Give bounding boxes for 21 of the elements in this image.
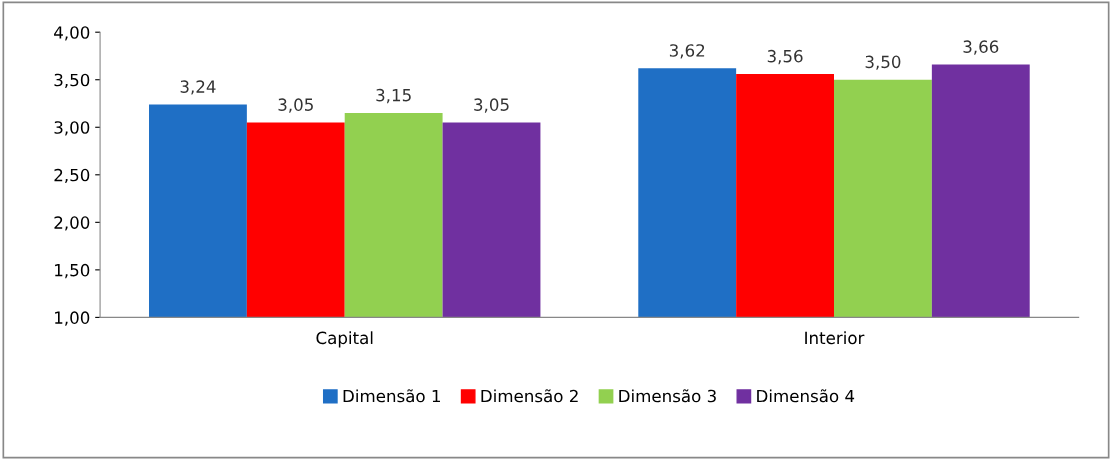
y-tick-label: 4,00	[54, 26, 90, 41]
y-tick-label: 2,50	[54, 168, 90, 184]
data-label: 3,66	[963, 40, 999, 55]
data-label: 3,56	[767, 49, 803, 65]
y-tick-label: 3,50	[54, 73, 90, 88]
y-tick-label: 1,00	[55, 311, 90, 326]
data-label: 3,62	[669, 44, 705, 59]
y-tick-label: 3,00	[54, 121, 90, 136]
legend-label: Dimensão 2	[481, 389, 578, 403]
y-tick-label: 2,00	[54, 216, 90, 231]
data-label: 3,05	[278, 98, 313, 113]
data-label: 3,15	[376, 88, 411, 104]
data-label: 3,50	[865, 55, 901, 70]
x-tick-label: Capital	[316, 331, 373, 348]
data-label: 3,24	[180, 80, 216, 95]
legend-label: Dimensão 3	[619, 389, 716, 403]
y-tick-label: 1,50	[55, 263, 90, 279]
legend-label: Dimensão 4	[757, 389, 855, 403]
data-label: 3,05	[474, 98, 509, 113]
x-tick-label: Interior	[805, 331, 865, 345]
legend-label: Dimensão 1	[343, 389, 440, 403]
